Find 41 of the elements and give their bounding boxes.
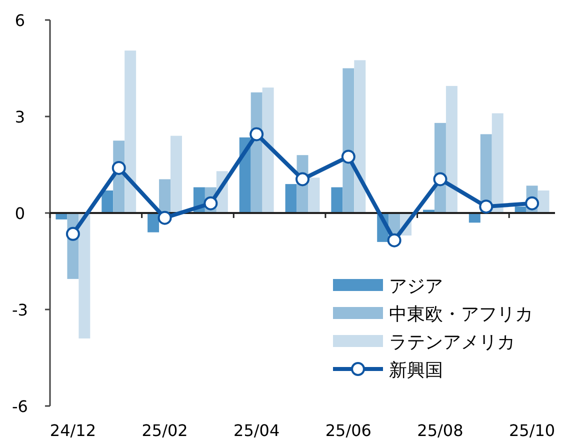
y-tick-label: 6 bbox=[14, 11, 26, 30]
x-tick-label: 25/06 bbox=[325, 421, 372, 440]
bar bbox=[102, 190, 114, 213]
x-tick-label: 24/12 bbox=[50, 421, 96, 440]
legend-label: 中東欧・アフリカ bbox=[389, 304, 533, 325]
point bbox=[341, 150, 356, 164]
bar bbox=[538, 190, 550, 213]
bar bbox=[148, 213, 160, 232]
bar bbox=[308, 178, 320, 213]
x-tick-label: 25/08 bbox=[417, 421, 464, 440]
bar bbox=[78, 213, 90, 338]
bar bbox=[262, 88, 274, 213]
point bbox=[66, 226, 80, 241]
bar bbox=[342, 68, 354, 213]
point bbox=[525, 196, 540, 210]
y-tick-label: 3 bbox=[14, 108, 26, 126]
point bbox=[479, 200, 494, 214]
point bbox=[387, 233, 402, 248]
point bbox=[158, 210, 172, 225]
y-tick-label: -6 bbox=[12, 397, 28, 416]
bar bbox=[446, 86, 458, 213]
x-tick-label: 25/10 bbox=[508, 421, 556, 440]
legend-label: アジア bbox=[389, 276, 443, 297]
bar bbox=[331, 187, 343, 213]
legend-label: 新興国 bbox=[389, 360, 443, 381]
bar bbox=[285, 184, 297, 213]
bar bbox=[492, 113, 504, 213]
point bbox=[433, 172, 448, 186]
bar bbox=[354, 60, 366, 213]
point bbox=[112, 160, 126, 175]
point bbox=[250, 127, 264, 142]
bar bbox=[159, 179, 171, 213]
x-tick-label: 25/02 bbox=[142, 421, 188, 440]
y-tick-label: 0 bbox=[14, 204, 26, 223]
bar bbox=[124, 50, 136, 213]
legend-label: ラテンアメリカ bbox=[389, 332, 515, 353]
y-tick-label: -3 bbox=[12, 300, 28, 320]
x-tick-label: 25/04 bbox=[234, 421, 280, 440]
bar bbox=[170, 136, 182, 213]
point bbox=[296, 172, 310, 186]
point bbox=[204, 196, 218, 210]
